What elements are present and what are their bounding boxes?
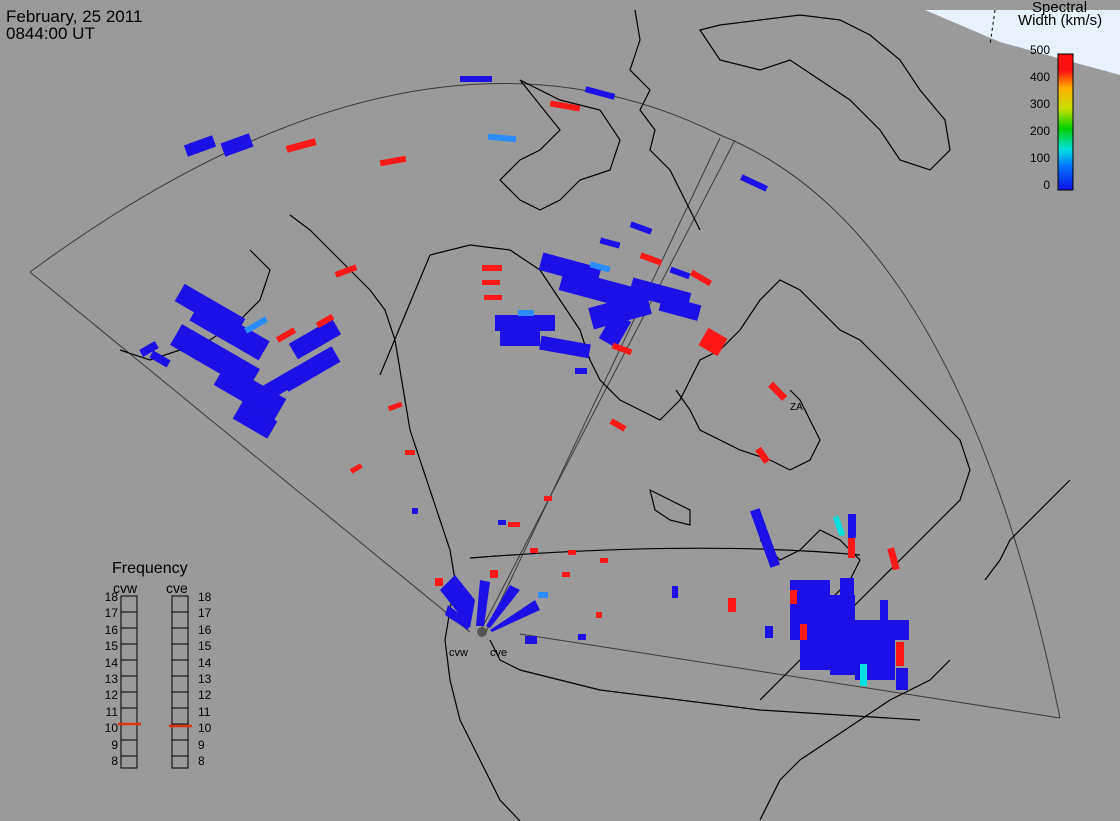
colorbar-tick: 300 <box>1029 97 1050 111</box>
freq-tick-label: 12 <box>104 688 118 703</box>
freq-tick-label: 12 <box>198 688 212 703</box>
freq-bar-cve <box>169 595 192 769</box>
station-label-cvw: cvw <box>449 647 468 659</box>
scatter-cells-medium <box>244 133 611 598</box>
freq-tick-label: 8 <box>198 754 205 768</box>
freq-tick-label: 14 <box>198 655 212 670</box>
freq-radar-label-cve: cve <box>166 580 188 596</box>
colorbar-tick: 500 <box>1029 43 1050 57</box>
freq-tick-label: 13 <box>198 672 212 686</box>
freq-tick-label: 13 <box>104 672 118 686</box>
lake-label: ZA <box>790 402 803 413</box>
scatter-cells-alaska <box>139 133 342 439</box>
colorbar <box>1057 53 1074 191</box>
freq-tick-label: 9 <box>111 737 118 752</box>
date-label: February, 25 2011 <box>6 7 143 26</box>
fov-outline <box>29 83 1061 719</box>
time-label: 0844:00 UT <box>6 24 95 43</box>
scatter-cells-near-radar <box>412 508 586 644</box>
scatter-cells-arctic <box>460 76 768 374</box>
colorbar-tick: 100 <box>1029 151 1050 165</box>
colorbar-title-line2: Width (km/s) <box>1018 12 1103 29</box>
freq-tick-label: 10 <box>104 721 118 736</box>
freq-tick-label: 15 <box>104 639 118 654</box>
freq-tick-label: 15 <box>198 639 212 654</box>
freq-tick-label: 8 <box>111 754 118 768</box>
radar-sites <box>477 627 487 637</box>
colorbar-tick: 0 <box>1043 178 1050 192</box>
freq-tick-label: 11 <box>198 704 211 719</box>
frequency-title: Frequency <box>112 560 188 577</box>
freq-tick-label: 17 <box>104 606 118 621</box>
freq-tick-label: 11 <box>105 704 118 719</box>
scatter-cells-east <box>672 508 909 690</box>
freq-radar-label-cvw: cvw <box>113 580 138 596</box>
freq-tick-label: 9 <box>198 737 205 752</box>
freq-tick-label: 18 <box>104 590 118 604</box>
colorbar-tick: 200 <box>1029 124 1050 138</box>
scatter-cells-cyan <box>832 515 867 686</box>
freq-tick-label: 16 <box>198 622 212 637</box>
freq-tick-label: 10 <box>198 721 212 736</box>
station-label-cve: cve <box>490 647 508 659</box>
freq-bar-cvw <box>118 595 141 769</box>
freq-tick-label: 14 <box>104 655 118 670</box>
freq-tick-label: 18 <box>198 590 212 604</box>
colorbar-title-line1: Spectral <box>1032 0 1088 16</box>
freq-tick-label: 16 <box>104 622 118 637</box>
colorbar-tick: 400 <box>1029 70 1050 84</box>
freq-tick-label: 17 <box>198 606 212 621</box>
scatter-cells-high <box>275 100 904 666</box>
